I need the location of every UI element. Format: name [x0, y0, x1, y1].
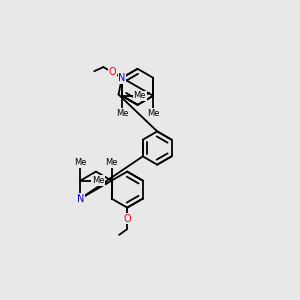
Text: O: O: [109, 67, 116, 77]
Text: Me: Me: [105, 158, 118, 167]
Text: Me: Me: [116, 109, 128, 118]
Text: O: O: [123, 214, 131, 224]
Text: Me: Me: [134, 91, 146, 100]
Text: Me: Me: [147, 109, 159, 118]
Text: N: N: [118, 73, 126, 83]
Text: Me: Me: [74, 158, 87, 167]
Text: N: N: [77, 194, 84, 204]
Text: Me: Me: [92, 176, 104, 185]
